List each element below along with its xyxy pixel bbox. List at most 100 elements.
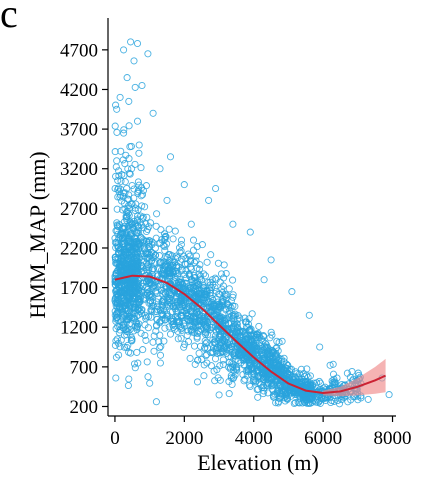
data-point [161,324,169,332]
data-point [331,379,339,387]
data-point [153,315,161,323]
y-tick-label: 2700 [60,199,98,220]
data-point [243,371,251,379]
data-point [125,221,133,230]
data-point [156,319,164,327]
data-point [216,278,224,286]
data-point [174,287,182,295]
data-point [218,298,226,306]
data-point [125,313,133,321]
data-point [195,311,204,319]
data-point [135,244,143,252]
data-point [270,360,278,368]
data-point [130,264,138,272]
data-point [146,379,154,387]
data-point [169,323,178,331]
data-point [162,271,170,279]
data-point [274,399,282,407]
data-point [128,221,136,229]
data-point [242,318,251,326]
data-point [171,273,179,282]
data-point [302,371,310,379]
data-point [115,296,123,305]
data-point [248,337,256,345]
data-point [278,337,286,345]
data-point [120,199,128,207]
data-point [254,393,262,401]
data-point [190,342,199,350]
data-point [227,304,235,312]
data-point [246,228,254,236]
data-point [130,276,139,284]
data-point [122,302,130,310]
data-point [331,378,339,386]
data-point [252,332,260,340]
data-point [219,360,227,369]
data-point [116,343,124,351]
data-point [163,310,171,318]
data-point [160,337,168,345]
data-point [125,97,133,105]
data-point [255,379,263,387]
data-point [120,320,128,328]
data-point [184,316,192,324]
data-point [142,336,150,344]
data-point [125,155,133,163]
data-point [154,295,162,303]
x-axis-title: Elevation (m) [197,450,319,475]
data-point [200,290,208,298]
data-point [189,236,198,244]
data-point [114,295,122,303]
data-point [118,289,126,297]
data-point [262,341,270,349]
data-point [201,337,209,345]
data-point [305,385,313,393]
y-tick-label: 3700 [60,120,98,141]
data-point [268,382,276,390]
data-point [144,373,152,381]
data-point [201,272,210,280]
data-point [130,360,139,368]
data-point [213,349,221,358]
data-point [165,290,173,298]
data-point [184,315,192,323]
data-point [167,314,175,322]
data-point [182,255,190,263]
data-point [127,336,135,345]
data-point [144,245,152,253]
data-point [123,74,131,82]
data-point [184,327,192,335]
data-point [135,149,143,157]
data-point [193,378,202,386]
data-point [254,385,262,393]
data-point [267,256,275,264]
data-point [255,339,264,347]
data-point [200,314,208,323]
data-point [364,395,372,403]
data-point [177,312,186,320]
data-point [243,355,252,363]
x-tick-label: 2000 [165,428,203,449]
data-point [246,327,254,335]
data-point [211,340,219,348]
data-point [169,235,177,243]
data-point [200,361,208,369]
data-point [227,353,235,361]
data-point [139,346,147,354]
data-point [142,182,150,190]
data-point [294,373,302,381]
data-point [156,359,164,367]
data-point [220,261,228,269]
data-point [120,126,128,134]
data-point [154,302,162,310]
data-point [161,232,169,240]
data-point [120,311,128,319]
data-point [217,323,225,331]
data-point [196,275,204,283]
data-point [112,337,120,345]
data-point [146,296,154,305]
data-point [113,335,121,343]
data-point [118,310,126,318]
data-point [245,361,253,369]
data-point [279,382,287,390]
